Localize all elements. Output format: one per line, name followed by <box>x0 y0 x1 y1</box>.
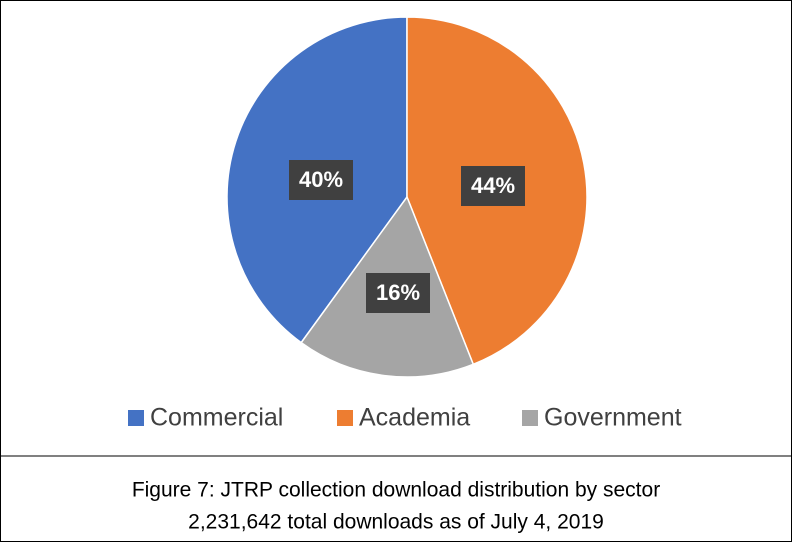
label-box <box>366 273 430 313</box>
data-label: 16% <box>376 280 420 305</box>
caption-line: 2,231,642 total downloads as of July 4, … <box>188 511 604 534</box>
data-label: 44% <box>471 173 515 198</box>
legend-label: Government <box>544 404 682 432</box>
legend-label: Academia <box>359 404 470 432</box>
caption-line: Figure 7: JTRP collection download distr… <box>132 479 660 502</box>
legend-label: Commercial <box>150 404 283 432</box>
legend-swatch <box>522 410 538 426</box>
data-label: 40% <box>299 167 343 192</box>
label-box <box>461 166 525 206</box>
legend-swatch <box>337 410 353 426</box>
label-box <box>289 160 353 200</box>
legend-swatch <box>128 410 144 426</box>
